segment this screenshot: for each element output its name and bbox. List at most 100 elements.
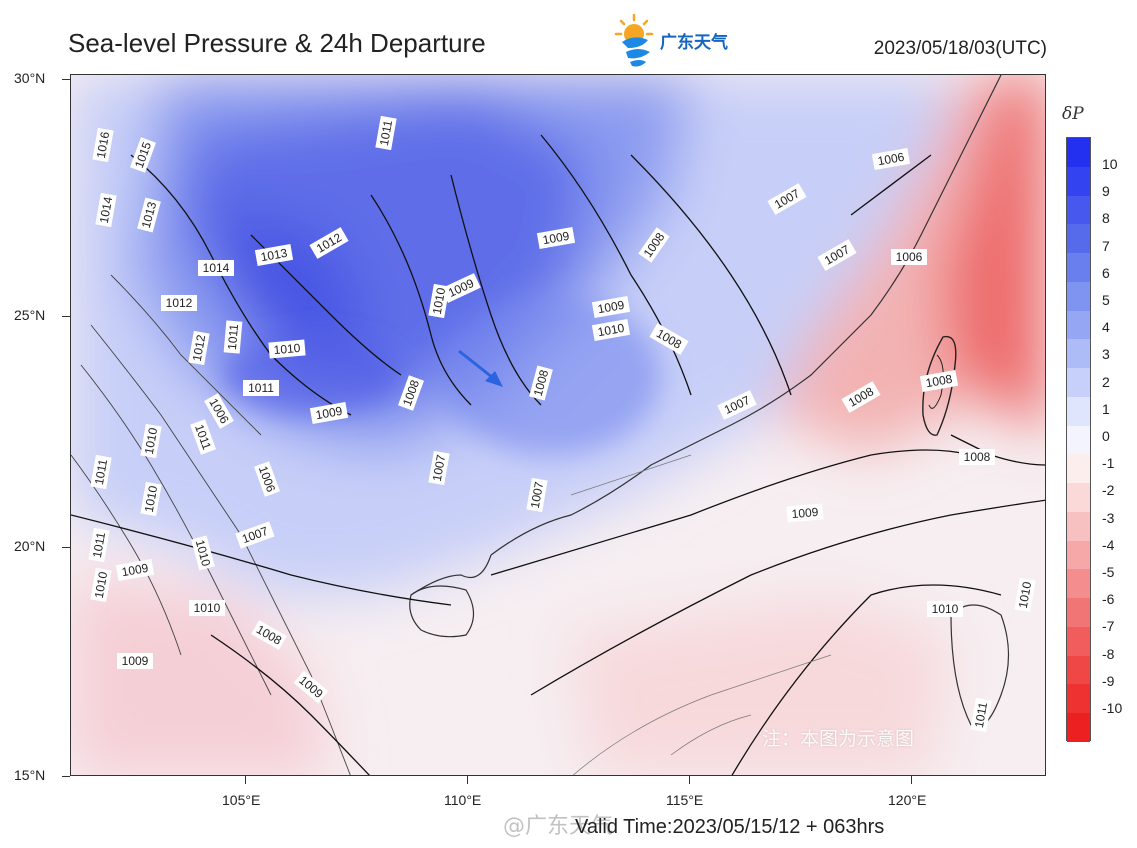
lon-tick <box>911 776 912 784</box>
colorbar-label: 10 <box>1102 156 1118 172</box>
colorbar-label: -6 <box>1102 591 1115 608</box>
isobar-label: 1009 <box>542 229 571 247</box>
colorbar-label: 3 <box>1102 346 1110 363</box>
isobar-label: 1011 <box>225 323 241 350</box>
colorbar-cell <box>1067 684 1090 713</box>
isobar-label: 1010 <box>193 538 214 568</box>
isobar-label: 1011 <box>377 119 395 147</box>
colorbar-cell <box>1067 598 1090 627</box>
lon-label-120e: 120°E <box>888 792 927 808</box>
hainan-island <box>409 585 475 638</box>
isobar-label: 1014 <box>203 261 230 275</box>
isobar-label: 1010 <box>1016 580 1034 609</box>
colorbar-label: -3 <box>1102 509 1115 526</box>
colorbar-cell <box>1067 166 1090 196</box>
colorbar-cell <box>1067 195 1090 225</box>
colorbar-label: 0 <box>1102 428 1110 444</box>
chart-title: Sea-level Pressure & 24h Departure <box>68 28 486 58</box>
colorbar-cell <box>1067 655 1090 685</box>
lon-label-105e: 105°E <box>222 792 261 808</box>
colorbar-cell <box>1067 281 1090 311</box>
lat-tick <box>62 316 70 317</box>
isobar-label: 1016 <box>94 130 112 159</box>
colorbar-label: 7 <box>1102 237 1110 254</box>
colorbar-symbol: δP <box>1062 104 1084 124</box>
isobar-label: 1007 <box>430 453 448 482</box>
lon-label-115e: 115°E <box>666 792 704 808</box>
colorbar-label: 4 <box>1102 319 1110 336</box>
wind-arrow-icon <box>458 349 503 387</box>
sun-logo-icon <box>614 13 654 67</box>
isobar-label: 1014 <box>97 195 115 224</box>
forecast-datetime: 2023/05/18/03(UTC) <box>873 38 1047 59</box>
lat-tick <box>62 547 70 548</box>
colorbar-cell <box>1067 310 1090 340</box>
map-canvas: 1016 1015 1014 1013 1014 1013 1012 1012 … <box>71 75 1045 775</box>
isobar-label: 1010 <box>273 341 301 357</box>
isobar-label: 1009 <box>122 654 149 668</box>
isobar-label: 1009 <box>315 404 344 422</box>
colorbar-cell <box>1067 368 1090 397</box>
logo-text: 广东天气 <box>660 33 728 53</box>
note-text: 注：本图为示意图 <box>762 728 915 750</box>
isobar-label: 1008 <box>925 372 954 390</box>
colorbar <box>1066 137 1091 742</box>
isobar-label: 1010 <box>194 601 221 615</box>
isobar-label: 1010 <box>430 286 448 315</box>
isobar-label: 1013 <box>260 246 289 264</box>
colorbar-cell <box>1067 483 1090 512</box>
isobar-label: 1006 <box>877 150 906 168</box>
isobar-label: 1011 <box>972 701 990 729</box>
colorbar-label: -8 <box>1102 645 1115 662</box>
isobar-label: 1010 <box>142 426 160 455</box>
isobar-label: 1008 <box>531 368 552 398</box>
colorbar-label: -7 <box>1102 618 1115 635</box>
isobar-label: 1009 <box>597 298 626 316</box>
isobar-label: 1010 <box>92 570 110 599</box>
isobar-label: 1009 <box>121 561 150 579</box>
pressure-map: 1016 1015 1014 1013 1014 1013 1012 1012 … <box>70 74 1046 776</box>
colorbar-label: -2 <box>1102 482 1115 499</box>
colorbar-label: -9 <box>1102 672 1115 689</box>
isobar-label: 1012 <box>190 333 208 362</box>
lon-label-110e: 110°E <box>444 792 482 808</box>
lat-label-25n: 25°N <box>14 307 46 323</box>
colorbar-cell <box>1067 626 1090 656</box>
colorbar-cell <box>1067 454 1090 483</box>
colorbar-cell <box>1067 224 1090 253</box>
isobar-label: 1008 <box>964 450 991 464</box>
valid-time: Valid Time:2023/05/15/12 + 063hrs <box>575 816 885 838</box>
coastline <box>490 75 1002 556</box>
colorbar-cell <box>1067 569 1090 598</box>
lon-tick <box>467 776 468 784</box>
colorbar-cell <box>1067 713 1090 742</box>
colorbar-label: -1 <box>1102 455 1115 472</box>
isobar-label: 1009 <box>791 505 819 521</box>
isobar-label: 1011 <box>92 458 110 486</box>
colorbar-cell <box>1067 511 1090 541</box>
colorbar-cell <box>1067 253 1090 282</box>
colorbar-label: 1 <box>1102 400 1110 417</box>
lat-label-30n: 30°N <box>14 70 46 86</box>
isobar-label: 1012 <box>166 296 193 310</box>
isobar-label: 1007 <box>528 480 546 509</box>
colorbar-cell <box>1067 396 1090 426</box>
colorbar-label: 8 <box>1102 210 1110 227</box>
colorbar-label: -10 <box>1102 700 1123 716</box>
isobar-label: 1006 <box>896 250 923 264</box>
colorbar-label: 9 <box>1102 183 1110 200</box>
isobar-label: 1013 <box>139 200 160 230</box>
luzon-island <box>950 604 1010 728</box>
lat-tick <box>62 79 70 80</box>
isobar-label: 1011 <box>90 531 108 559</box>
colorbar-cell <box>1067 339 1090 368</box>
colorbar-label: 2 <box>1102 373 1110 390</box>
isobar-label: 1010 <box>597 321 626 339</box>
colorbar-cell <box>1067 138 1090 167</box>
colorbar-cell <box>1067 540 1090 570</box>
lon-tick <box>245 776 246 784</box>
colorbar-label: 5 <box>1102 292 1110 308</box>
lat-tick <box>62 776 70 777</box>
colorbar-label: -5 <box>1102 564 1115 580</box>
watermark: @广东天气 <box>503 814 614 839</box>
